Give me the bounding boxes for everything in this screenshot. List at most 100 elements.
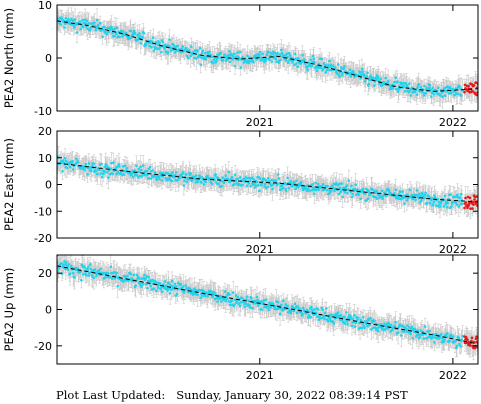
daily-point	[63, 22, 67, 25]
daily-point	[305, 66, 309, 69]
daily-point	[409, 94, 412, 97]
daily-point	[382, 80, 386, 84]
daily-point	[271, 52, 274, 56]
daily-point	[185, 46, 188, 50]
daily-point	[111, 161, 115, 164]
daily-point	[287, 51, 291, 55]
daily-point	[131, 33, 134, 37]
daily-point	[456, 92, 459, 95]
daily-point	[259, 58, 263, 62]
daily-point	[95, 18, 99, 22]
daily-point	[170, 179, 174, 183]
daily-point	[319, 66, 323, 70]
daily-point	[161, 175, 164, 178]
daily-point	[168, 176, 171, 180]
daily-point	[198, 46, 202, 50]
daily-point	[313, 60, 316, 64]
daily-point	[185, 180, 189, 184]
daily-point	[340, 66, 343, 69]
daily-point	[102, 29, 106, 32]
daily-point	[430, 95, 433, 98]
daily-point	[107, 169, 111, 172]
daily-point	[425, 86, 429, 90]
daily-point	[137, 167, 141, 171]
daily-point	[121, 30, 125, 33]
daily-point	[90, 169, 93, 173]
daily-point	[75, 31, 79, 34]
daily-point	[221, 59, 225, 62]
daily-point	[136, 176, 140, 179]
daily-point	[65, 159, 68, 163]
daily-point	[98, 168, 101, 172]
daily-point	[431, 86, 434, 90]
daily-point	[173, 173, 177, 177]
daily-point	[87, 162, 91, 165]
daily-point	[186, 56, 190, 60]
daily-point	[320, 57, 324, 61]
daily-point	[76, 161, 80, 164]
daily-point	[448, 86, 452, 89]
daily-point	[338, 75, 341, 79]
daily-point	[219, 51, 223, 55]
daily-point	[239, 66, 243, 70]
daily-point	[61, 169, 64, 173]
daily-point	[96, 172, 99, 176]
daily-point	[117, 163, 121, 166]
daily-point	[238, 56, 241, 60]
daily-point	[193, 177, 197, 181]
daily-point	[166, 51, 170, 54]
daily-point	[173, 175, 176, 179]
daily-point	[394, 76, 397, 80]
daily-point	[125, 32, 128, 35]
daily-point	[68, 19, 71, 23]
daily-point	[291, 60, 294, 64]
daily-point	[196, 49, 199, 52]
daily-point	[73, 26, 76, 29]
daily-point	[180, 175, 184, 179]
daily-point	[396, 90, 400, 93]
daily-point	[101, 35, 104, 39]
daily-point	[439, 94, 442, 97]
daily-point	[368, 78, 371, 82]
daily-point	[443, 86, 446, 90]
daily-point	[236, 51, 239, 54]
daily-point	[68, 165, 72, 169]
daily-point	[61, 159, 65, 162]
daily-point	[228, 60, 232, 64]
daily-point	[195, 174, 198, 177]
daily-point	[129, 29, 133, 33]
daily-point	[405, 84, 409, 88]
daily-point	[295, 62, 298, 65]
y-axis-label: PEA2 North (mm)	[2, 8, 16, 108]
data-points	[57, 155, 478, 210]
daily-point	[123, 164, 127, 168]
daily-point	[303, 58, 306, 61]
daily-point	[312, 57, 316, 61]
daily-point	[193, 175, 196, 179]
daily-point	[204, 57, 208, 61]
daily-point	[63, 26, 66, 29]
daily-point	[71, 19, 75, 23]
daily-point	[340, 73, 344, 77]
daily-point	[63, 156, 67, 160]
daily-point	[251, 60, 255, 64]
daily-point	[428, 84, 432, 87]
daily-point	[233, 64, 237, 68]
daily-point	[139, 41, 143, 45]
daily-point	[331, 64, 335, 68]
daily-point	[187, 177, 191, 181]
daily-point	[185, 173, 188, 176]
daily-point	[315, 69, 319, 73]
daily-point	[148, 44, 151, 48]
daily-point	[365, 75, 369, 78]
daily-point	[180, 47, 184, 51]
daily-point	[369, 74, 372, 78]
daily-point	[363, 80, 367, 83]
daily-point	[428, 86, 431, 90]
daily-point	[131, 175, 135, 179]
daily-point	[62, 19, 66, 23]
daily-point	[64, 16, 68, 20]
daily-point	[96, 23, 100, 27]
daily-point	[122, 173, 126, 176]
daily-point	[155, 178, 159, 182]
